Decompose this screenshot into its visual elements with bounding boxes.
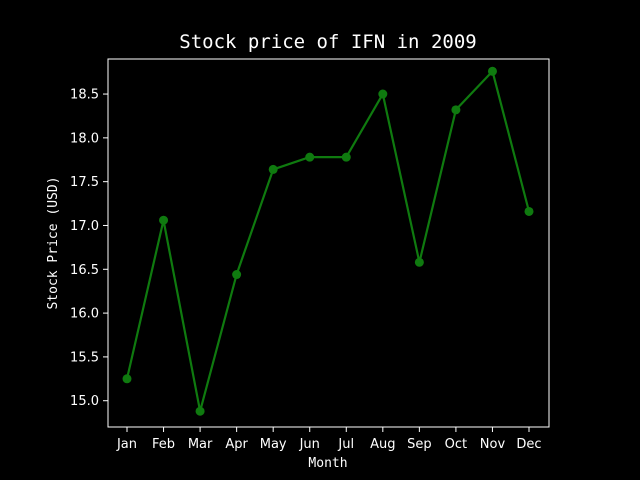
x-tick-label: Jul bbox=[337, 437, 354, 452]
x-tick-label: May bbox=[260, 437, 287, 452]
data-point bbox=[451, 105, 461, 115]
data-point bbox=[524, 206, 534, 216]
y-tick-label: 16.0 bbox=[70, 307, 99, 322]
x-axis: Jan Feb Mar Apr May Jun Jul Aug Sep Oct Nov Dec bbox=[116, 427, 542, 452]
y-tick-label: 18.0 bbox=[70, 131, 99, 146]
plot-frame bbox=[107, 58, 550, 428]
y-axis-label: Stock Price (USD) bbox=[46, 176, 61, 309]
y-tick-label: 15.5 bbox=[70, 350, 99, 365]
x-tick-label: Aug bbox=[370, 437, 395, 452]
x-tick-label: Dec bbox=[516, 437, 541, 452]
series-line bbox=[125, 70, 531, 413]
data-point bbox=[195, 406, 205, 416]
data-point bbox=[305, 152, 315, 162]
data-point bbox=[159, 215, 169, 225]
series-layer bbox=[122, 66, 534, 416]
x-tick-label: Nov bbox=[480, 437, 506, 452]
y-tick-label: 15.0 bbox=[70, 394, 99, 409]
x-tick-label: Mar bbox=[188, 437, 213, 452]
data-point bbox=[487, 66, 497, 76]
x-tick-label: Sep bbox=[407, 437, 432, 452]
chart-title: Stock price of IFN in 2009 bbox=[179, 31, 476, 53]
y-tick-label: 17.5 bbox=[70, 175, 99, 190]
x-axis-label: Month bbox=[308, 456, 347, 471]
data-point bbox=[414, 257, 424, 267]
x-tick-label: Jun bbox=[299, 437, 320, 452]
y-tick-label: 16.5 bbox=[70, 263, 99, 278]
data-point bbox=[378, 89, 388, 99]
data-point bbox=[268, 164, 278, 174]
data-point bbox=[232, 270, 242, 280]
y-axis: 15.0 15.5 16.0 16.5 17.0 17.5 18.0 18.5 bbox=[70, 88, 108, 409]
data-point bbox=[122, 374, 132, 384]
data-point bbox=[341, 152, 351, 162]
y-tick-label: 18.5 bbox=[70, 88, 99, 103]
x-tick-label: Oct bbox=[445, 437, 467, 452]
x-tick-label: Apr bbox=[225, 437, 248, 452]
y-tick-label: 17.0 bbox=[70, 219, 99, 234]
x-tick-label: Jan bbox=[116, 437, 137, 452]
x-tick-label: Feb bbox=[152, 437, 175, 452]
